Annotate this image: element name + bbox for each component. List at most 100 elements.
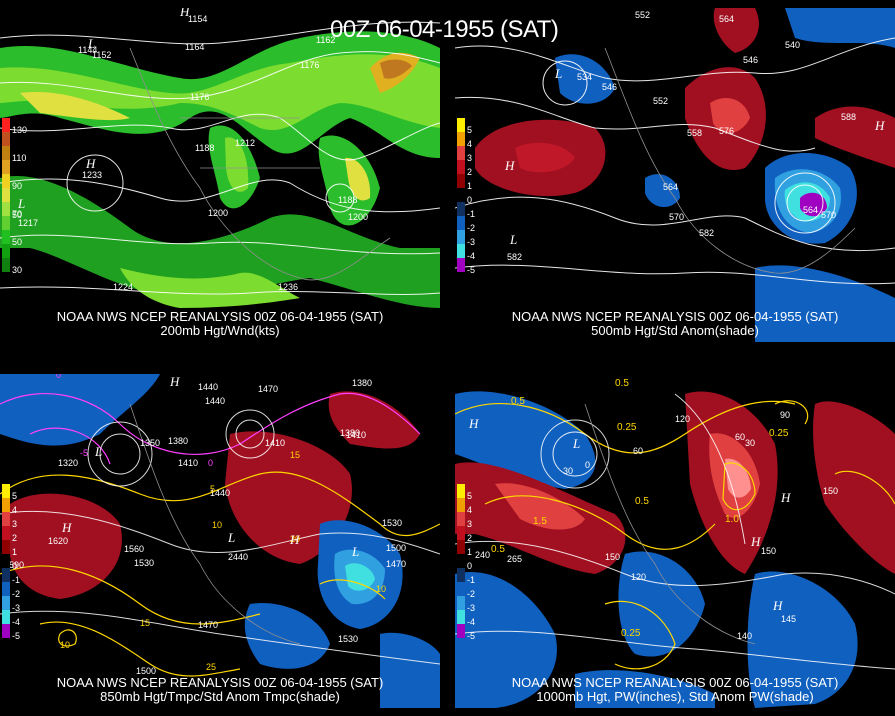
legend-label: -3 xyxy=(12,603,21,613)
legend-swatch xyxy=(457,202,465,216)
svg-text:0.5: 0.5 xyxy=(491,544,505,555)
svg-text:564: 564 xyxy=(663,182,678,192)
svg-text:150: 150 xyxy=(761,546,776,556)
legend-swatch xyxy=(457,554,465,568)
legend-swatch xyxy=(457,244,465,258)
svg-text:576: 576 xyxy=(719,126,734,136)
legend-label: -4 xyxy=(12,617,21,627)
svg-text:10: 10 xyxy=(376,584,386,594)
svg-text:90: 90 xyxy=(780,410,790,420)
svg-text:0.25: 0.25 xyxy=(617,422,637,433)
legend-label: 5 xyxy=(467,125,473,135)
legend-swatch xyxy=(457,230,465,244)
svg-text:150: 150 xyxy=(823,486,838,496)
panel-850mb: 1440 1440 1470 1380 1350 1380 1410 1410 1380 1… xyxy=(0,374,440,708)
svg-text:1440: 1440 xyxy=(205,396,225,406)
svg-text:0: 0 xyxy=(208,458,213,468)
svg-text:1176: 1176 xyxy=(190,92,209,102)
svg-text:1176: 1176 xyxy=(300,60,319,70)
svg-text:1144: 1144 xyxy=(78,45,97,55)
legend-label: -2 xyxy=(12,589,21,599)
svg-text:L: L xyxy=(94,444,102,459)
svg-text:L: L xyxy=(554,66,562,81)
svg-text:1200: 1200 xyxy=(208,208,228,218)
svg-text:H: H xyxy=(772,598,783,613)
caption-line1: NOAA NWS NCEP REANALYSIS 00Z 06-04-1955 … xyxy=(511,675,839,690)
svg-text:582: 582 xyxy=(699,228,714,238)
svg-text:L: L xyxy=(87,36,95,51)
map-200mb: 1152 1164 1176 1176 1188 1212 1200 1200 1188 1… xyxy=(0,8,440,308)
legend-swatch xyxy=(457,258,465,272)
svg-text:H: H xyxy=(504,158,515,173)
svg-text:1224: 1224 xyxy=(113,282,133,292)
legend-label: 3 xyxy=(12,519,18,529)
svg-text:15: 15 xyxy=(290,450,300,460)
svg-text:H: H xyxy=(874,118,885,133)
legend-swatch xyxy=(2,582,10,596)
svg-text:1470: 1470 xyxy=(198,620,218,630)
svg-text:50: 50 xyxy=(12,210,22,220)
legend-label: 1 xyxy=(12,547,18,557)
svg-text:1152: 1152 xyxy=(92,50,111,60)
svg-text:1590: 1590 xyxy=(4,560,24,570)
legend-label: -5 xyxy=(467,265,476,275)
legend-label: 3 xyxy=(467,153,473,163)
legend-swatch xyxy=(457,118,465,132)
legend-swatch xyxy=(2,554,10,568)
caption-line1: NOAA NWS NCEP REANALYSIS 00Z 06-04-1955 … xyxy=(56,309,384,324)
legend-label: 2 xyxy=(467,533,473,543)
legend-swatch xyxy=(2,526,10,540)
svg-text:1410: 1410 xyxy=(178,458,198,468)
panel-200mb: 1152 1164 1176 1176 1188 1212 1200 1200 1188 1… xyxy=(0,8,440,342)
legend-label: -5 xyxy=(12,631,21,641)
legend-swatch xyxy=(2,118,10,132)
svg-text:0.25: 0.25 xyxy=(769,428,789,439)
legend-swatch xyxy=(2,174,10,188)
legend-swatch xyxy=(457,624,465,638)
legend-label: 1 xyxy=(467,547,473,557)
svg-text:552: 552 xyxy=(653,96,668,106)
svg-text:20: 20 xyxy=(290,534,300,544)
svg-text:120: 120 xyxy=(631,572,646,582)
legend-label: -2 xyxy=(467,223,476,233)
legend-label: 3 xyxy=(467,519,473,529)
legend-swatch xyxy=(457,596,465,610)
svg-text:H: H xyxy=(750,534,761,549)
svg-text:140: 140 xyxy=(737,631,752,641)
svg-text:1500: 1500 xyxy=(136,666,156,676)
legend-850mb: 5 4 3 2 1 0 -1 -2 -3 -4 -5 xyxy=(2,484,20,641)
svg-text:552: 552 xyxy=(635,10,650,20)
panel-500mb: 552 564 540 546 534 546 552 558 576 564 570 582 … xyxy=(455,8,895,342)
legend-swatch xyxy=(457,512,465,526)
svg-text:1236: 1236 xyxy=(278,282,298,292)
legend-swatch xyxy=(457,582,465,596)
legend-swatch xyxy=(457,174,465,188)
svg-text:1217: 1217 xyxy=(18,218,38,228)
legend-swatch xyxy=(2,188,10,202)
svg-text:H: H xyxy=(780,490,791,505)
svg-text:546: 546 xyxy=(743,55,758,65)
svg-text:0: 0 xyxy=(56,374,61,380)
legend-label: 50 xyxy=(12,237,23,247)
caption-line1: NOAA NWS NCEP REANALYSIS 00Z 06-04-1955 … xyxy=(511,309,839,324)
svg-text:25: 25 xyxy=(206,662,216,672)
legend-swatch xyxy=(2,624,10,638)
legend-swatch xyxy=(2,610,10,624)
legend-swatch xyxy=(2,160,10,174)
legend-label: -4 xyxy=(467,617,476,627)
svg-text:1530: 1530 xyxy=(338,634,358,644)
svg-text:1188: 1188 xyxy=(338,195,357,205)
svg-text:570: 570 xyxy=(669,212,684,222)
svg-text:0: 0 xyxy=(585,460,590,470)
svg-text:0.5: 0.5 xyxy=(615,378,629,389)
legend-swatch xyxy=(2,596,10,610)
svg-text:150: 150 xyxy=(605,552,620,562)
legend-label: -3 xyxy=(467,603,476,613)
legend-label: 2 xyxy=(467,167,473,177)
legend-label: 1 xyxy=(467,181,473,191)
legend-label: 0 xyxy=(467,195,473,205)
svg-text:558: 558 xyxy=(687,128,702,138)
svg-text:10: 10 xyxy=(212,520,222,530)
svg-text:570: 570 xyxy=(821,210,836,220)
